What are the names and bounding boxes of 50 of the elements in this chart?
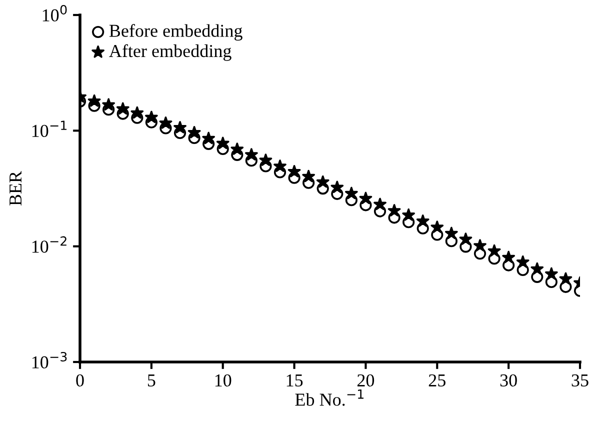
point xyxy=(102,98,115,111)
y-tick-label: 10$^{−1}$ xyxy=(32,120,67,138)
point xyxy=(145,110,158,124)
point xyxy=(559,272,572,285)
x-tick-label: 10 xyxy=(215,374,232,387)
x-tick-label: 25 xyxy=(428,374,446,387)
point xyxy=(230,142,244,155)
point xyxy=(259,154,272,166)
y-axis-title: BER xyxy=(10,170,22,206)
point xyxy=(388,204,401,216)
point xyxy=(316,175,330,188)
point xyxy=(216,136,230,150)
point xyxy=(430,220,444,233)
point xyxy=(488,244,501,257)
x-tick-label: 20 xyxy=(357,374,374,387)
point xyxy=(188,126,201,138)
point xyxy=(202,132,215,144)
point xyxy=(159,116,172,129)
point xyxy=(416,214,430,227)
point xyxy=(274,160,286,172)
point xyxy=(459,232,472,245)
point xyxy=(374,198,386,210)
point xyxy=(130,106,144,119)
point xyxy=(330,180,344,194)
point xyxy=(445,226,458,240)
x-tick-label: 5 xyxy=(148,374,156,387)
point xyxy=(88,94,101,107)
point xyxy=(474,239,486,252)
y-tick-label: 10$^{−2}$ xyxy=(32,236,66,253)
point xyxy=(502,250,515,264)
x-tick-label: 35 xyxy=(572,374,588,387)
legend-label: Before embedding xyxy=(109,24,242,41)
point xyxy=(402,208,415,221)
point xyxy=(530,262,544,275)
point xyxy=(116,102,130,115)
point xyxy=(245,148,258,160)
point xyxy=(359,192,372,204)
y-tick-label: 10$^{0}$ xyxy=(42,4,67,22)
point xyxy=(288,164,301,178)
x-tick-label: 0 xyxy=(76,374,84,387)
point xyxy=(516,255,530,268)
x-tick-label: 30 xyxy=(500,374,517,387)
x-axis-title: Eb No.$^{−1}$ xyxy=(295,389,364,406)
point xyxy=(345,186,358,200)
y-tick-label: 10$^{−3}$ xyxy=(32,352,67,368)
x-tick-label: 15 xyxy=(286,374,303,387)
point xyxy=(174,121,186,134)
point xyxy=(302,170,315,182)
point xyxy=(545,267,558,280)
legend-label: After embedding xyxy=(109,44,232,61)
